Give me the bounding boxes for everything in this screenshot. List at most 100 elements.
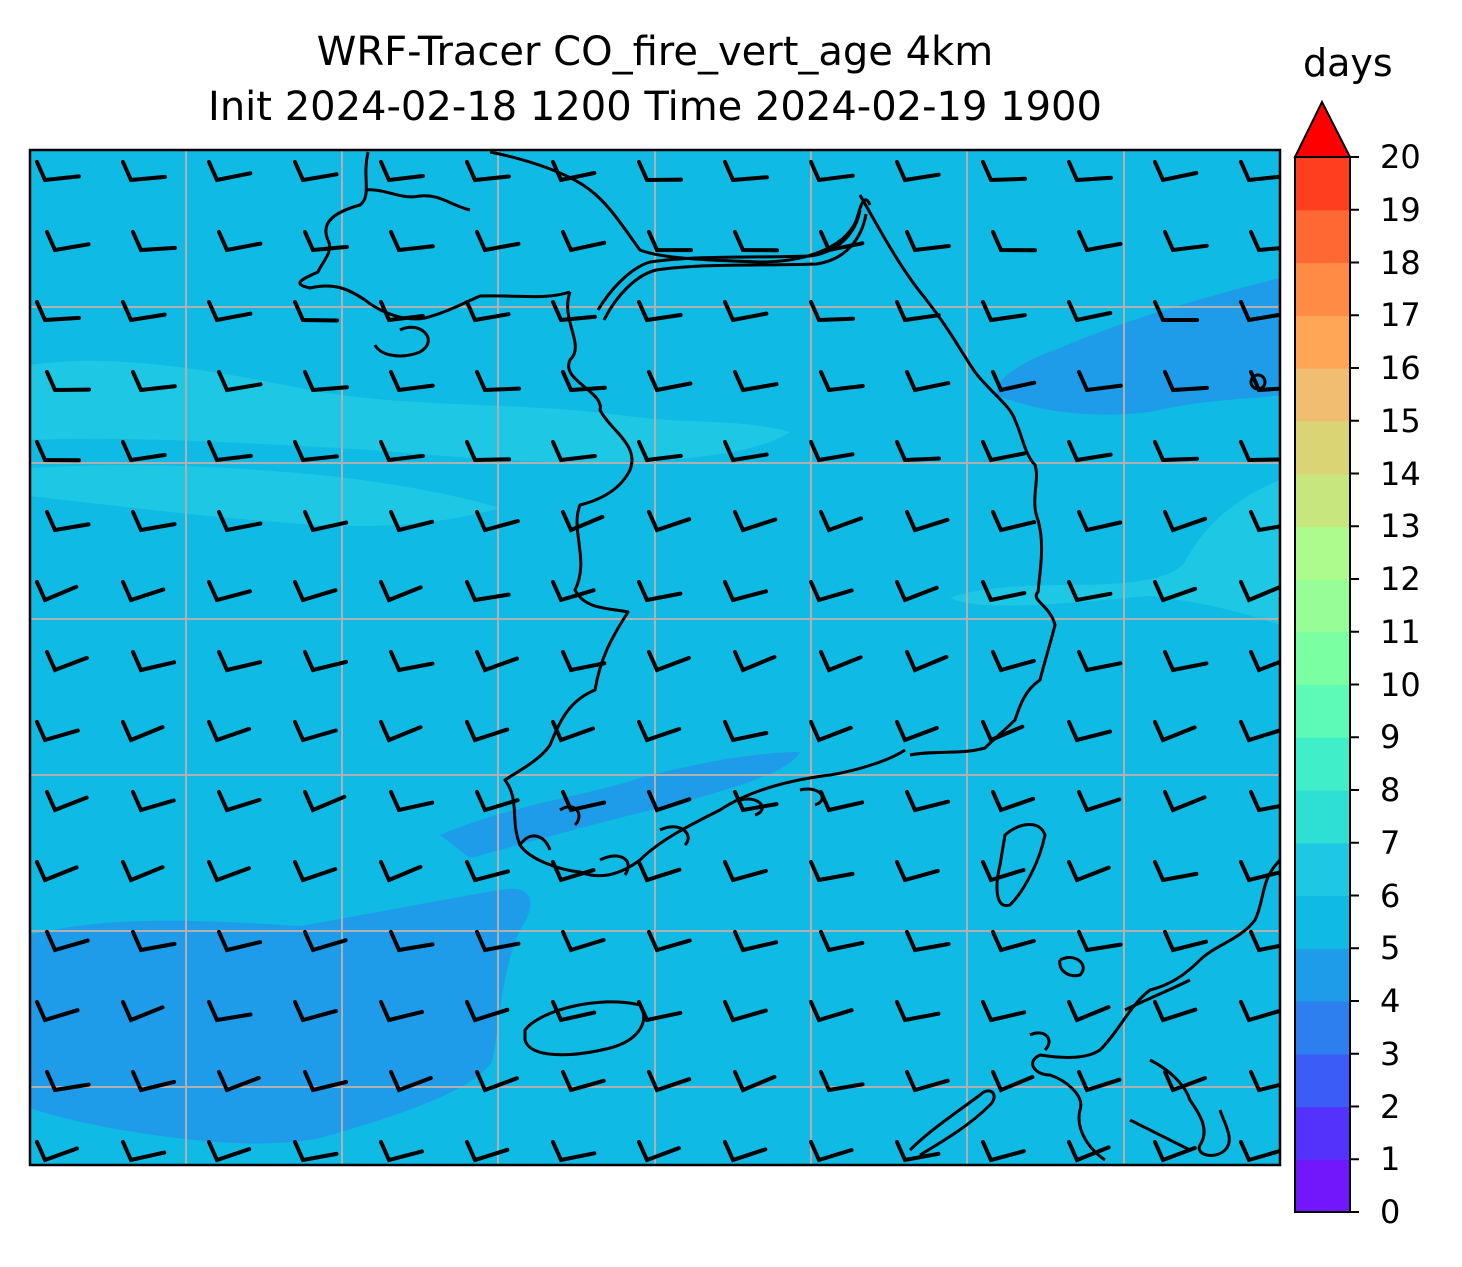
wind-barb [991, 230, 1037, 253]
wind-barb [389, 650, 435, 673]
wind-barb [895, 720, 939, 743]
wind-barb [819, 230, 865, 253]
wind-barb [733, 650, 777, 673]
wind-barb [1163, 650, 1209, 673]
wind-barb [733, 510, 778, 533]
colorbar-tick-label: 8 [1380, 771, 1401, 809]
coastline-liaodong [373, 325, 430, 358]
coastline-islands-south [908, 956, 1085, 1157]
wind-barb [293, 300, 339, 323]
colorbar-tick-label: 13 [1380, 507, 1421, 546]
wind-barb [207, 160, 253, 183]
wind-barb [379, 1140, 424, 1163]
wind-barb [35, 1140, 79, 1163]
wind-barb [551, 1140, 597, 1163]
field-patch-north-east [996, 278, 1280, 415]
wind-barb [991, 930, 1036, 953]
wind-barb [1077, 650, 1123, 673]
colorbar-tick-label: 18 [1380, 243, 1421, 282]
wind-barb [131, 650, 177, 673]
wind-barb [637, 860, 682, 883]
wind-barb [1239, 860, 1280, 883]
wind-barb [1249, 370, 1280, 393]
wind-barb [217, 370, 263, 393]
wind-barb [1239, 580, 1280, 603]
wind-barb [647, 930, 692, 953]
wind-barb [637, 1140, 681, 1163]
wind-barb [475, 650, 519, 673]
wind-barb [1077, 930, 1123, 953]
colorbar-segment [1295, 1001, 1350, 1055]
map-plot-area [30, 150, 1280, 1165]
wind-barb [131, 1070, 176, 1093]
wind-barb [551, 300, 597, 323]
wind-barb [303, 370, 349, 393]
colorbar-tick-label: 2 [1380, 1087, 1401, 1126]
wind-barb [551, 860, 596, 883]
coastline-jeju [523, 1000, 646, 1057]
wind-barb [475, 230, 521, 253]
wind-barb [647, 650, 691, 673]
wind-barb [1067, 860, 1111, 883]
wind-barb [1067, 580, 1113, 603]
colorbar-segment [1295, 1053, 1350, 1108]
coastline-nagasaki [1124, 978, 1191, 1152]
colorbar-tick-label: 1 [1380, 1140, 1401, 1179]
wind-barb [45, 510, 91, 533]
wind-barb [809, 1000, 854, 1023]
colorbar-segment [1295, 473, 1350, 527]
wind-barb [1239, 440, 1280, 463]
wind-barb [637, 160, 683, 183]
colorbar-tick-label: 11 [1380, 612, 1421, 651]
colorbar-segment [1295, 684, 1350, 738]
wind-barb [723, 720, 769, 743]
wind-barb [1153, 1000, 1198, 1023]
colorbar-tick-label: 19 [1380, 190, 1421, 229]
wind-barb [809, 440, 855, 463]
wind-barb [121, 440, 167, 463]
coastline-kyushu-north [1031, 858, 1280, 1162]
wind-barb [45, 1070, 91, 1093]
wind-barb [895, 1140, 941, 1163]
wind-barb [35, 160, 81, 183]
wind-barb [1163, 790, 1207, 813]
wind-barb [637, 580, 683, 603]
wind-barb [1163, 510, 1208, 533]
wind-barb [389, 510, 434, 533]
field-band-mid-west [30, 465, 500, 527]
colorbar-segment [1295, 157, 1350, 211]
colorbar-segment [1295, 737, 1350, 791]
wind-barb [981, 580, 1027, 603]
wind-barb [475, 1070, 519, 1093]
wind-barb [121, 300, 167, 323]
coastline-bohai [364, 188, 471, 212]
wind-barb [561, 930, 606, 953]
wind-barb [637, 440, 683, 463]
wind-barb [819, 930, 865, 953]
colorbar [1295, 157, 1350, 1213]
wind-barb [379, 160, 425, 183]
wind-barb [293, 720, 338, 743]
wind-barb [121, 1140, 167, 1163]
wind-barb [1067, 440, 1113, 463]
wind-barb [991, 790, 1036, 813]
colorbar-tick-label: 6 [1380, 876, 1401, 915]
wind-barb [1239, 160, 1280, 183]
wind-barb [647, 370, 693, 393]
wind-barb [647, 230, 693, 253]
colorbar-segment [1295, 948, 1350, 1002]
wind-barb [1067, 1000, 1111, 1023]
coastline-korea-east [858, 194, 1057, 757]
coastline-tsushima [995, 823, 1047, 908]
wind-barb [293, 1140, 339, 1163]
wind-barbs [35, 160, 1280, 1163]
colorbar-segment [1295, 895, 1350, 949]
colorbar-tick-label: 5 [1380, 929, 1401, 968]
wind-barb [723, 1140, 768, 1163]
wind-barb [1153, 1140, 1197, 1163]
wind-barb [819, 370, 865, 393]
wind-barb [389, 790, 435, 813]
wind-barb [981, 1140, 1026, 1163]
wind-barb [465, 160, 511, 183]
wind-barb [35, 1000, 80, 1023]
